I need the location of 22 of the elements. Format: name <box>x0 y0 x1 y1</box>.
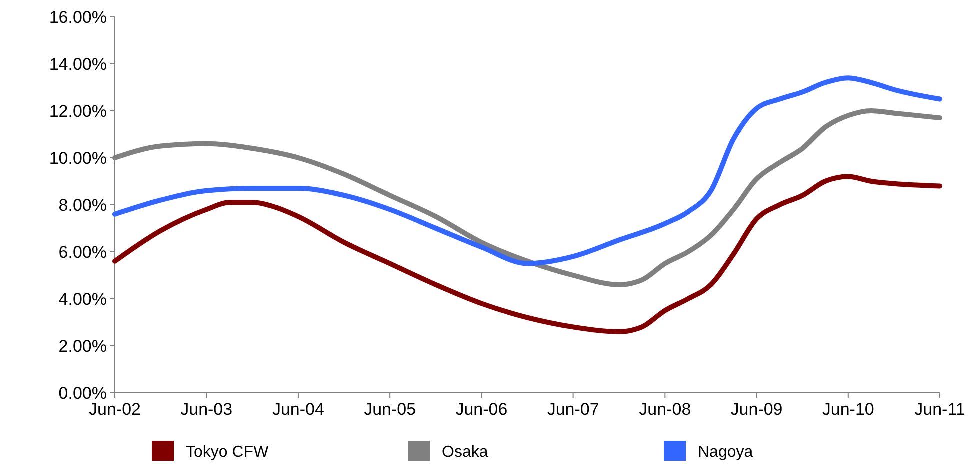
legend-label: Osaka <box>442 444 488 461</box>
x-tick-label: Jun-09 <box>730 400 783 419</box>
y-tick-label: 8.00% <box>58 196 107 215</box>
x-tick-label: Jun-08 <box>639 400 692 419</box>
y-tick-label: 16.00% <box>49 8 107 27</box>
x-tick-label: Jun-05 <box>364 400 416 419</box>
y-tick-label: 10.00% <box>49 148 107 168</box>
x-tick-label: Jun-03 <box>180 400 233 419</box>
y-tick-label: 2.00% <box>58 336 107 356</box>
x-tick-label: Jun-04 <box>272 400 324 419</box>
x-tick-label: Jun-06 <box>456 400 508 419</box>
y-tick-label: 12.00% <box>49 102 107 121</box>
x-tick-label: Jun-02 <box>89 400 141 419</box>
x-tick-label: Jun-10 <box>822 400 874 419</box>
legend-label: Tokyo CFW <box>186 444 270 461</box>
y-tick-label: 4.00% <box>58 290 107 309</box>
y-tick-label: 14.00% <box>49 54 107 74</box>
x-tick-label: Jun-07 <box>547 400 600 419</box>
legend-label: Nagoya <box>698 444 754 461</box>
y-tick-label: 6.00% <box>58 242 107 262</box>
y-tick-label: 0.00% <box>58 384 107 403</box>
x-tick-label: Jun-11 <box>914 400 966 419</box>
